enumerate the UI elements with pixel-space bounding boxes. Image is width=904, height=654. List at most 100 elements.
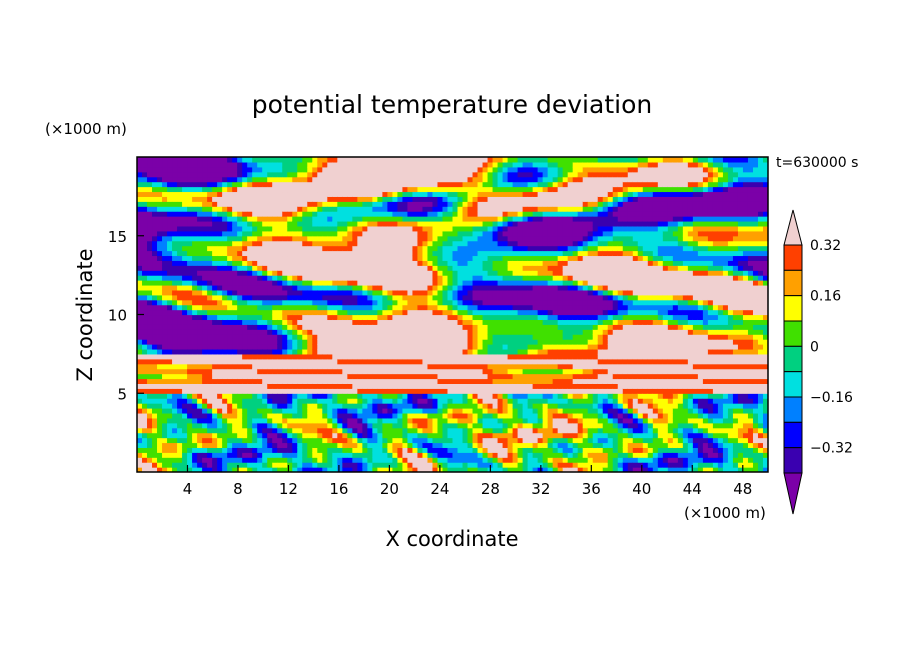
heatmap-cell bbox=[492, 339, 499, 345]
heatmap-cell bbox=[147, 314, 153, 321]
heatmap-cell bbox=[237, 280, 243, 286]
heatmap-cell bbox=[322, 225, 328, 232]
heatmap-cell bbox=[287, 235, 293, 242]
heatmap-cell bbox=[262, 161, 268, 168]
heatmap-cell bbox=[267, 314, 273, 321]
heatmap-cell bbox=[257, 220, 263, 227]
heatmap-cell bbox=[522, 422, 529, 429]
heatmap-cell bbox=[217, 447, 223, 453]
heatmap-cell bbox=[352, 388, 358, 394]
heatmap-cell bbox=[382, 176, 388, 183]
heatmap-cell bbox=[447, 462, 454, 468]
heatmap-cell bbox=[507, 265, 514, 271]
heatmap-cell bbox=[492, 225, 499, 232]
heatmap-cell bbox=[142, 348, 148, 355]
heatmap-cell bbox=[522, 211, 529, 217]
heatmap-cell bbox=[492, 240, 499, 247]
heatmap-cell bbox=[157, 186, 163, 193]
heatmap-cell bbox=[397, 378, 404, 384]
heatmap-cell bbox=[182, 176, 188, 183]
heatmap-cell bbox=[227, 462, 233, 468]
heatmap-cell bbox=[197, 240, 203, 247]
heatmap-cell bbox=[407, 314, 414, 321]
heatmap-cell bbox=[292, 314, 298, 321]
heatmap-cell bbox=[382, 368, 388, 375]
heatmap-cell bbox=[362, 250, 368, 257]
heatmap-cell bbox=[367, 309, 373, 316]
heatmap-cell bbox=[227, 171, 233, 178]
heatmap-cell bbox=[357, 171, 363, 178]
heatmap-cell bbox=[227, 329, 233, 335]
heatmap-cell bbox=[422, 294, 429, 301]
heatmap-cell bbox=[427, 191, 434, 197]
heatmap-cell bbox=[372, 304, 378, 311]
heatmap-cell bbox=[482, 181, 489, 188]
heatmap-cell bbox=[407, 393, 414, 399]
heatmap-cell bbox=[502, 339, 509, 345]
heatmap-cell bbox=[342, 353, 348, 360]
heatmap-cell bbox=[157, 201, 163, 207]
heatmap-cell bbox=[402, 309, 409, 316]
heatmap-cell bbox=[207, 191, 213, 197]
heatmap-cell bbox=[182, 166, 188, 173]
heatmap-cell bbox=[372, 457, 378, 463]
heatmap-cell bbox=[397, 240, 404, 247]
heatmap-cell bbox=[267, 353, 273, 360]
heatmap-cell bbox=[517, 240, 524, 247]
heatmap-cell bbox=[242, 245, 248, 252]
heatmap-cell bbox=[137, 388, 143, 394]
heatmap-cell bbox=[262, 368, 268, 375]
heatmap-cell bbox=[287, 225, 293, 232]
heatmap-cell bbox=[487, 235, 494, 242]
heatmap-cell bbox=[302, 373, 308, 380]
heatmap-cell bbox=[292, 339, 298, 345]
heatmap-cell bbox=[477, 353, 484, 360]
heatmap-cell bbox=[487, 255, 494, 261]
heatmap-cell bbox=[507, 196, 514, 202]
heatmap-cell bbox=[512, 240, 519, 247]
heatmap-cell bbox=[172, 181, 178, 188]
heatmap-cell bbox=[447, 452, 454, 458]
heatmap-cell bbox=[407, 437, 414, 444]
heatmap-cell bbox=[517, 427, 524, 434]
heatmap-cell bbox=[257, 373, 263, 380]
heatmap-cell bbox=[517, 324, 524, 330]
heatmap-cell bbox=[267, 230, 273, 237]
heatmap-cell bbox=[172, 201, 178, 207]
heatmap-cell bbox=[287, 176, 293, 183]
heatmap-cell bbox=[462, 294, 469, 301]
heatmap-cell bbox=[437, 368, 444, 375]
heatmap-cell bbox=[257, 225, 263, 232]
heatmap-cell bbox=[512, 398, 519, 404]
heatmap-cell bbox=[277, 417, 283, 424]
heatmap-cell bbox=[492, 157, 499, 163]
heatmap-cell bbox=[382, 373, 388, 380]
heatmap-cell bbox=[327, 211, 333, 217]
heatmap-cell bbox=[277, 166, 283, 173]
heatmap-cell bbox=[137, 314, 143, 321]
heatmap-cell bbox=[427, 442, 434, 448]
heatmap-cell bbox=[472, 245, 479, 252]
heatmap-cell bbox=[142, 452, 148, 458]
heatmap-cell bbox=[297, 309, 303, 316]
heatmap-cell bbox=[302, 157, 308, 163]
heatmap-cell bbox=[327, 442, 333, 448]
heatmap-cell bbox=[267, 339, 273, 345]
heatmap-cell bbox=[287, 166, 293, 173]
heatmap-cell bbox=[482, 319, 489, 325]
heatmap-cell bbox=[397, 437, 404, 444]
heatmap-cell bbox=[197, 206, 203, 212]
heatmap-cell bbox=[272, 457, 278, 463]
heatmap-cell bbox=[232, 294, 238, 301]
heatmap-cell bbox=[232, 309, 238, 316]
heatmap-cell bbox=[402, 348, 409, 355]
heatmap-cell bbox=[357, 299, 363, 306]
heatmap-cell bbox=[317, 422, 323, 429]
heatmap-cell bbox=[217, 334, 223, 340]
heatmap-cell bbox=[172, 388, 178, 394]
heatmap-cell bbox=[272, 363, 278, 370]
heatmap-cell bbox=[412, 348, 419, 355]
heatmap-cell bbox=[492, 181, 499, 188]
heatmap-cell bbox=[262, 457, 268, 463]
heatmap-cell bbox=[257, 437, 263, 444]
